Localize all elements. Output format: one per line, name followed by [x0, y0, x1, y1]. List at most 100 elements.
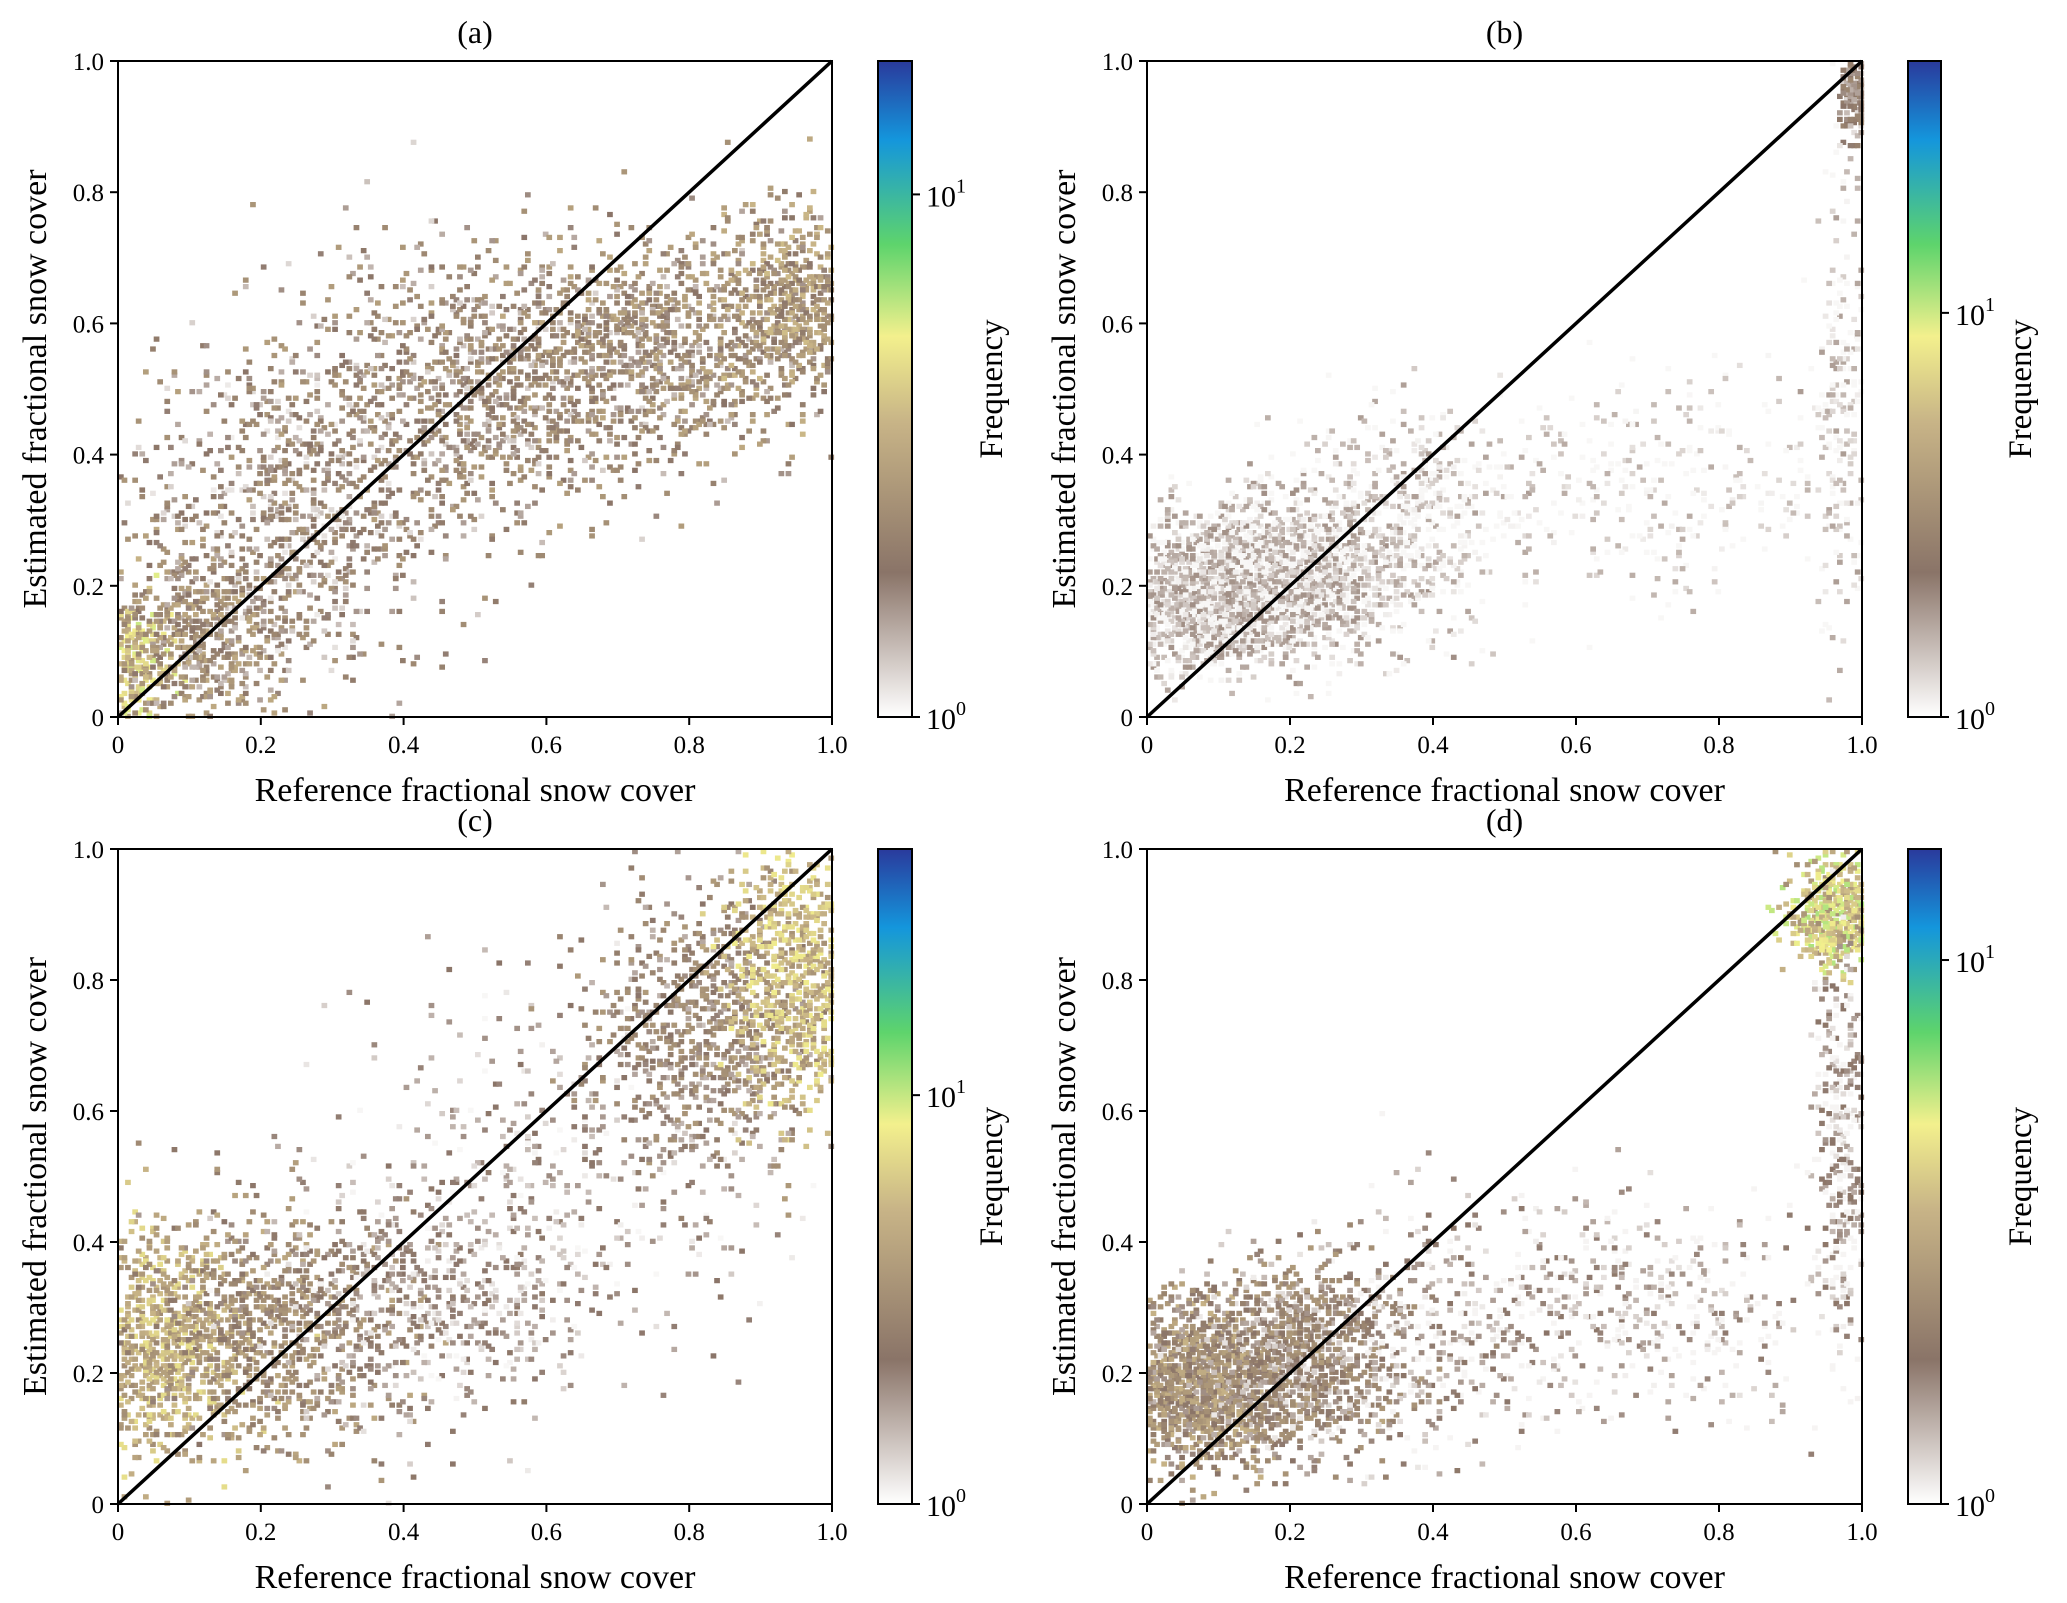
panel-a-cell [807, 330, 813, 336]
panel-b-cell [1218, 513, 1225, 519]
panel-a-cell [118, 694, 124, 700]
panel-a-cell [732, 372, 738, 378]
panel-a-cell [760, 257, 767, 264]
panel-b-cell [1161, 589, 1168, 595]
panel-b-cell [1286, 641, 1293, 647]
panel-a-cell [296, 566, 303, 572]
panel-b-cell [1189, 576, 1196, 582]
panel-a-cell [578, 418, 585, 424]
panel-a-cell [410, 359, 417, 365]
panel-a-cell [189, 635, 196, 641]
panel-a-cell [603, 323, 610, 329]
panel-a-cell [182, 592, 189, 598]
panel-a-cell [346, 274, 353, 280]
panel-a-cell [189, 539, 196, 546]
panel-a-cell [635, 408, 642, 414]
panel-a-cell [218, 605, 224, 611]
panel-a-cell [674, 257, 681, 264]
panel-a-cell [285, 477, 292, 483]
panel-a-cell [764, 297, 770, 303]
panel-a-cell [296, 589, 303, 595]
panel-b-cell [1157, 618, 1164, 624]
panel-b-cell [1161, 680, 1168, 687]
panel-b-cell [1218, 589, 1225, 595]
panel-a-cell [653, 339, 660, 346]
panel-a-cell [146, 585, 153, 592]
panel-a-cell [460, 405, 467, 411]
panel-a-cell [132, 628, 139, 634]
panel-b-cell [1207, 576, 1214, 582]
panel-a-cell [410, 372, 417, 378]
panel-a-cell [621, 290, 628, 296]
panel-a-cell [421, 467, 428, 473]
panel-a-cell [235, 444, 242, 451]
panel-a-cell [392, 576, 399, 582]
panel-b-cell [1261, 644, 1268, 651]
panel-a-cell [292, 434, 299, 441]
panel-b-cell [1222, 539, 1228, 546]
panel-a-cell [225, 369, 231, 375]
panel-a-cell [189, 628, 196, 634]
panel-b-cell [1164, 507, 1171, 513]
panel-b-cell [1150, 625, 1157, 631]
panel-a-cell [782, 264, 788, 270]
panel-b-cell [1164, 569, 1171, 575]
panel-a-cell [375, 448, 381, 454]
panel-a-cell [757, 343, 763, 349]
panel-b-cell [1147, 612, 1153, 618]
panel-b-cell [1179, 612, 1185, 618]
panel-a-cell [264, 398, 271, 405]
panel-a-cell [453, 412, 460, 418]
panel-a-cell [567, 484, 574, 490]
panel-a-cell [567, 395, 574, 401]
panel-a-cell [660, 375, 667, 382]
panel-a-cell [200, 674, 206, 680]
panel-b-cell [1222, 559, 1228, 565]
panel-a-cell [292, 412, 299, 418]
panel-a-cell [157, 605, 164, 611]
panel-a-cell [160, 651, 167, 657]
panel-a-cell [335, 372, 342, 378]
panel-a-cell [789, 280, 795, 287]
panel-a-cell [807, 359, 813, 365]
panel-a-cell [225, 595, 231, 601]
panel-a-cell [193, 664, 199, 670]
panel-a-cell [746, 270, 753, 277]
panel-a-cell [674, 415, 681, 421]
panel-a-cell [721, 205, 728, 211]
panel-a-cell [717, 346, 724, 352]
panel-b-cell [1300, 582, 1307, 588]
panel-a-cell [221, 520, 228, 526]
panel-a-cell [532, 500, 538, 506]
panel-b-cell [1172, 543, 1178, 549]
panel-a-cell [421, 379, 428, 385]
panel-a-cell [792, 251, 799, 257]
panel-a-cell [171, 585, 178, 592]
panel-a-one-to-one-line [116, 59, 834, 719]
panel-b-cell [1179, 589, 1185, 595]
panel-b-cell [1272, 589, 1278, 595]
panel-b-cell [1290, 569, 1296, 575]
panel-a-cell [571, 402, 578, 408]
panel-a-cell [467, 349, 474, 355]
panel-a-cell [814, 310, 820, 316]
panel-b-cell [1322, 608, 1328, 615]
panel-a-cell [296, 451, 303, 457]
panel-b-cell [1300, 618, 1307, 624]
panel-a-cell [696, 316, 703, 323]
panel-a-cell [200, 536, 206, 542]
panel-a-cell [389, 513, 396, 519]
panel-b-cell [1193, 553, 1200, 559]
panel-a-cell [628, 408, 635, 414]
panel-a-cell [414, 244, 421, 250]
panel-b-cell [1336, 546, 1343, 552]
panel-a-cell [567, 379, 574, 385]
panel-b-cell [1232, 549, 1239, 555]
panel-a-cell [246, 359, 253, 365]
panel-a-cell [717, 418, 724, 424]
panel-a-cell [757, 346, 763, 352]
panel-a-cell [671, 339, 678, 346]
panel-a-cell [771, 336, 778, 342]
panel-a-cell [310, 516, 317, 523]
panel-a-cell [639, 385, 645, 391]
